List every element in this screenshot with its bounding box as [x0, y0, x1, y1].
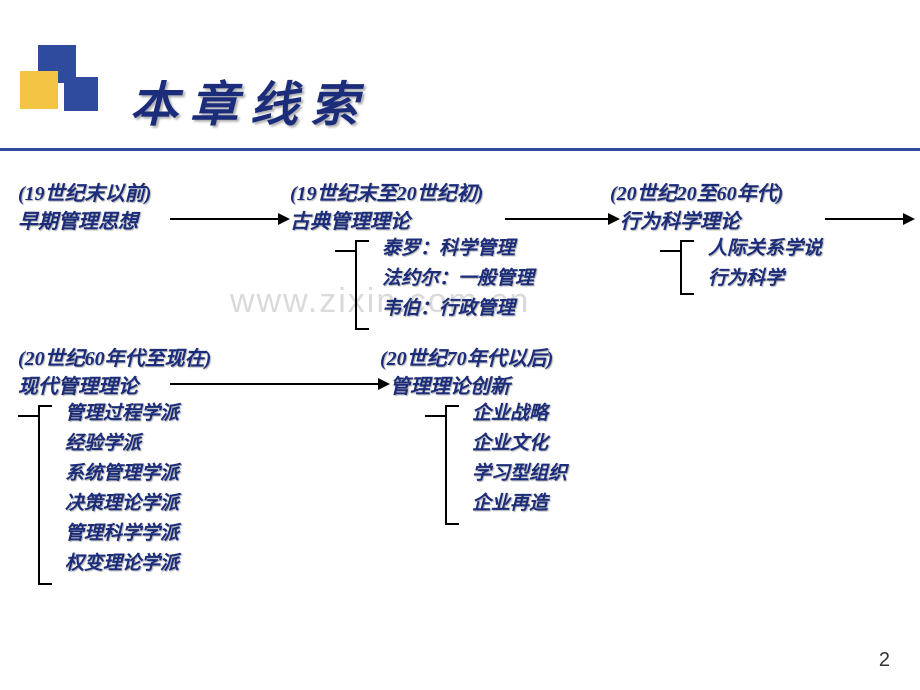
node-modern: (20世纪60年代至现在) 现代管理理论	[18, 345, 211, 401]
sub-item: 管理科学学派	[65, 520, 179, 549]
sub-item: 人际关系学说	[708, 235, 822, 264]
sub-item: 企业再造	[472, 490, 548, 519]
sub-item: 企业文化	[472, 430, 548, 459]
sub-item: 权变理论学派	[65, 550, 179, 579]
arrow-head	[903, 213, 915, 225]
bracket	[680, 240, 682, 295]
node-period: (19世纪末以前)	[18, 183, 151, 205]
node-period: (20世纪70年代以后)	[380, 348, 553, 370]
arrow-line	[505, 218, 608, 220]
sub-item: 系统管理学派	[65, 460, 179, 489]
node-behavioral: (20世纪20至60年代) 行为科学理论	[610, 180, 783, 236]
arrow-head	[278, 213, 290, 225]
page-number: 2	[879, 649, 890, 672]
node-classical: (19世纪末至20世纪初) 古典管理理论	[290, 180, 483, 236]
sub-item: 经验学派	[65, 430, 141, 459]
sub-item: 行为科学	[708, 265, 784, 294]
bracket	[445, 405, 447, 525]
node-label-text: 管理理论创新	[390, 376, 510, 398]
node-innovation: (20世纪70年代以后) 管理理论创新	[380, 345, 553, 401]
bracket-stem	[18, 415, 38, 417]
sub-item: 学习型组织	[472, 460, 567, 489]
bracket	[355, 240, 357, 330]
bracket-stem	[425, 415, 445, 417]
node-label-text: 行为科学理论	[620, 211, 740, 233]
node-period: (19世纪末至20世纪初)	[290, 183, 483, 205]
bracket-stem	[660, 250, 680, 252]
page-title: 本章线索	[130, 65, 370, 135]
node-period: (20世纪60年代至现在)	[18, 348, 211, 370]
sub-item: 企业战略	[472, 400, 548, 429]
sub-item: 法约尔：一般管理	[382, 265, 534, 294]
node-label-text: 现代管理理论	[18, 376, 138, 398]
sub-item: 泰罗：科学管理	[382, 235, 515, 264]
node-label-text: 早期管理思想	[18, 211, 138, 233]
arrow-line	[825, 218, 903, 220]
sub-item: 管理过程学派	[65, 400, 179, 429]
title-divider	[0, 148, 920, 151]
bracket	[38, 405, 40, 585]
node-early-mgmt: (19世纪末以前) 早期管理思想	[18, 180, 151, 236]
sub-item: 决策理论学派	[65, 490, 179, 519]
corner-decoration	[20, 45, 110, 135]
node-label-text: 古典管理理论	[290, 211, 410, 233]
arrow-line	[170, 218, 278, 220]
sub-item: 韦伯：行政管理	[382, 295, 515, 324]
node-period: (20世纪20至60年代)	[610, 183, 783, 205]
arrow-line	[170, 383, 378, 385]
bracket-stem	[335, 250, 355, 252]
